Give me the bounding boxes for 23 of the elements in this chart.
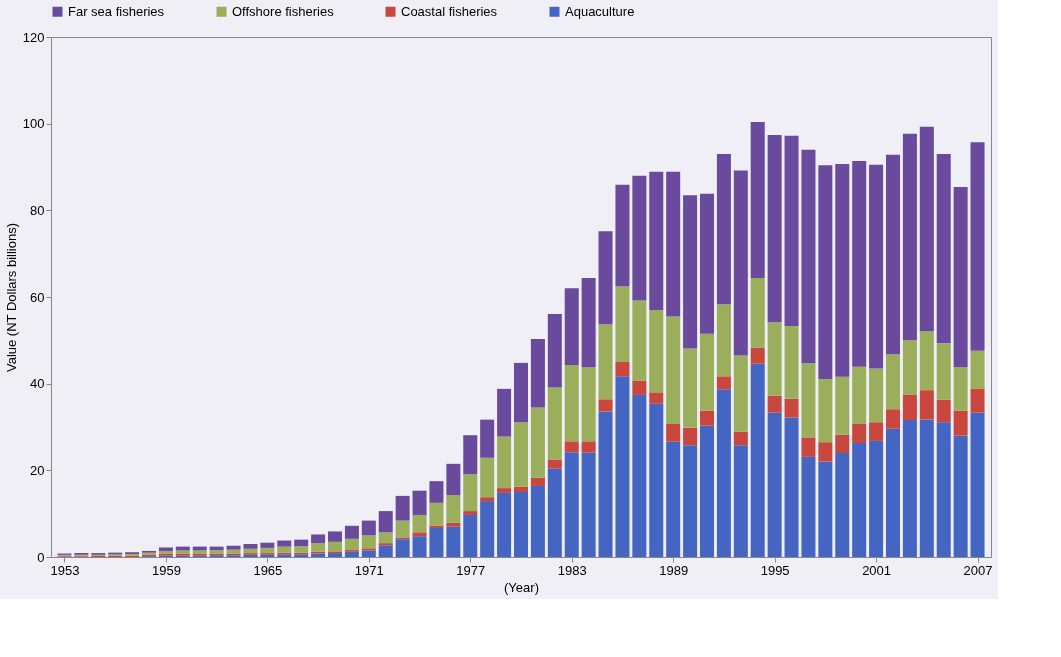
y-axis-title: Value (NT Dollars billions): [3, 222, 19, 373]
y-tick-label: 80: [30, 202, 45, 218]
x-tick-label: 1959: [151, 562, 181, 578]
x-tick-label: 1977: [456, 562, 486, 578]
legend-label: Far sea fisheries: [68, 3, 165, 19]
x-tick-label: 1995: [760, 562, 790, 578]
legend-label: Coastal fisheries: [401, 3, 498, 19]
legend-label: Offshore fisheries: [232, 3, 335, 19]
y-tick-label: 40: [30, 376, 45, 392]
y-tick-label: 20: [30, 462, 45, 478]
x-tick-label: 1965: [253, 562, 283, 578]
x-tick-label: 2001: [862, 562, 892, 578]
x-axis-title: (Year): [504, 579, 539, 595]
legend-label: Aquaculture: [565, 3, 635, 19]
x-tick-label: 2007: [963, 562, 993, 578]
y-tick-label: 0: [37, 549, 45, 565]
x-tick-label: 1953: [50, 562, 80, 578]
y-tick-label: 120: [22, 29, 45, 45]
y-tick-label: 100: [22, 116, 45, 132]
x-tick-label: 1971: [354, 562, 384, 578]
x-tick-label: 1989: [659, 562, 689, 578]
y-tick-label: 60: [30, 289, 45, 305]
x-tick-label: 1983: [557, 562, 587, 578]
